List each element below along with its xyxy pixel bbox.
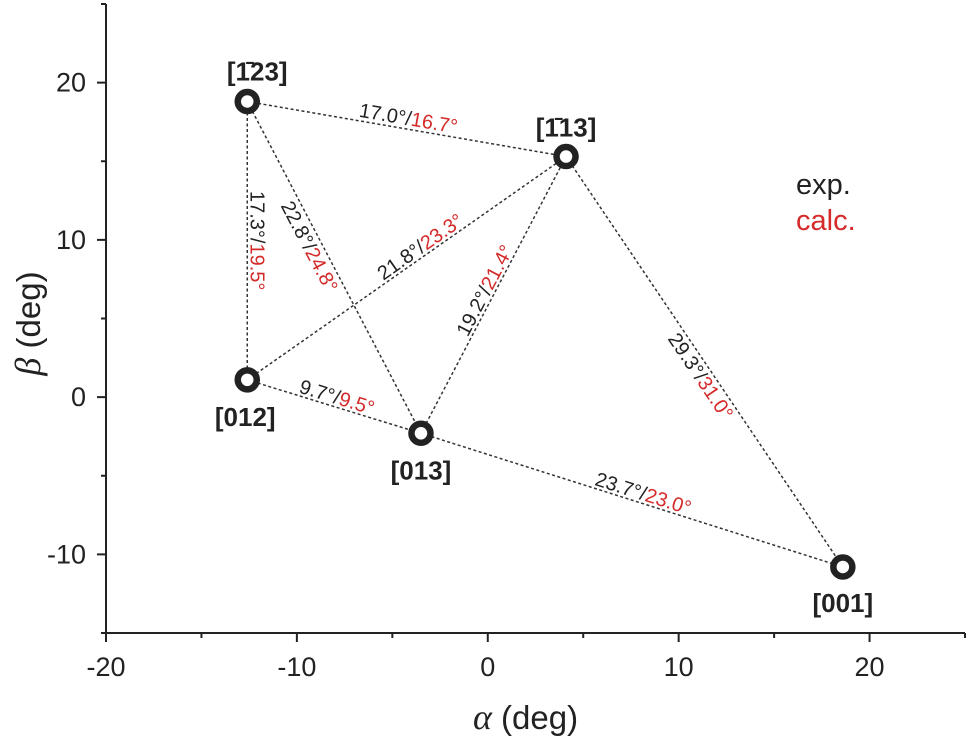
y-tick-label: 0 — [71, 382, 86, 412]
edge-p012-p113 — [246, 155, 567, 381]
legend-entry: calc. — [796, 205, 856, 237]
point-label-p001: [001] — [812, 588, 873, 618]
point-marker-p013 — [408, 420, 434, 447]
y-tick-label: 20 — [56, 68, 86, 98]
edge-label: 9.7°/9.5° — [297, 376, 377, 420]
y-axis-unit: (deg) — [10, 271, 47, 348]
edge-p012-p013 — [247, 379, 422, 435]
edge-p013-p001 — [420, 432, 844, 568]
edge-label: 23.7°/23.0° — [592, 469, 693, 520]
point-label-p013: [013] — [391, 455, 452, 485]
edge-p123-p113 — [247, 100, 567, 158]
edge-label-exp: 9.7° — [297, 376, 338, 408]
edge-lines — [246, 100, 844, 568]
data-points: [1̄23] [1̄13] [012] [013] [001] — [215, 56, 873, 617]
edge-label: 22.8°/24.8° — [276, 198, 342, 296]
edge-p013-p113 — [420, 156, 567, 434]
y-axis-symbol: β — [8, 358, 48, 377]
edge-label-calc: 21.4° — [477, 242, 518, 294]
x-tick-label: -20 — [86, 652, 125, 682]
point-label-p113: [1̄13] — [536, 113, 597, 143]
edge-label: 21.8°/23.3° — [374, 210, 468, 285]
edge-label-separator: / — [404, 108, 414, 131]
y-axis-title: β (deg) — [8, 271, 48, 376]
x-axis-gap — [492, 699, 501, 736]
edge-labels: 17.0°/16.7°17.3°/19.5°22.8°/24.8° 21.8°/2… — [245, 100, 737, 520]
point-label-p012: [012] — [215, 402, 276, 432]
x-tick-label: -10 — [277, 652, 316, 682]
edge-label-calc: 19.5° — [245, 243, 267, 290]
edge-label-exp: 17.3° — [245, 191, 267, 238]
edge-label-calc: 23.0° — [642, 485, 693, 520]
x-axis-symbol: α — [473, 697, 493, 737]
y-tick-label: 10 — [56, 225, 86, 255]
x-axis-title: α (deg) — [473, 697, 578, 737]
edge-label: 19.2°/21.4° — [453, 242, 519, 340]
edge-label: 17.0°/16.7° — [357, 100, 459, 139]
edge-label: 17.3°/19.5° — [245, 191, 267, 290]
point-marker-p001 — [830, 554, 856, 580]
y-tick-label: -10 — [47, 539, 86, 569]
edge-label-calc: 24.8° — [300, 244, 341, 296]
point-marker-p123 — [234, 88, 261, 115]
edge-label: 29.3°/31.0° — [663, 329, 737, 424]
edge-label-calc: 9.5° — [336, 388, 377, 420]
edge-label-calc: 31.0° — [692, 373, 736, 424]
x-tick-label: 0 — [480, 652, 495, 682]
edge-p113-p001 — [565, 156, 844, 568]
edge-label-exp: 17.0° — [357, 100, 407, 130]
x-tick-label: 10 — [664, 652, 694, 682]
legend-entry: exp. — [796, 169, 851, 201]
x-tick-label: 20 — [855, 652, 885, 682]
point-label-p123: [1̄23] — [227, 56, 288, 86]
point-marker-p012 — [234, 367, 261, 393]
legend: exp. calc. — [796, 169, 856, 237]
edge-p123-p013 — [246, 101, 422, 434]
x-axis-unit: (deg) — [501, 699, 578, 736]
edge-label-calc: 23.3° — [417, 210, 468, 255]
y-axis-gap — [10, 348, 47, 357]
edge-label-calc: 16.7° — [409, 109, 459, 139]
edge-label-exp: 23.7° — [592, 469, 643, 504]
edge-label-separator: / — [245, 238, 267, 244]
point-marker-p113 — [553, 143, 579, 170]
